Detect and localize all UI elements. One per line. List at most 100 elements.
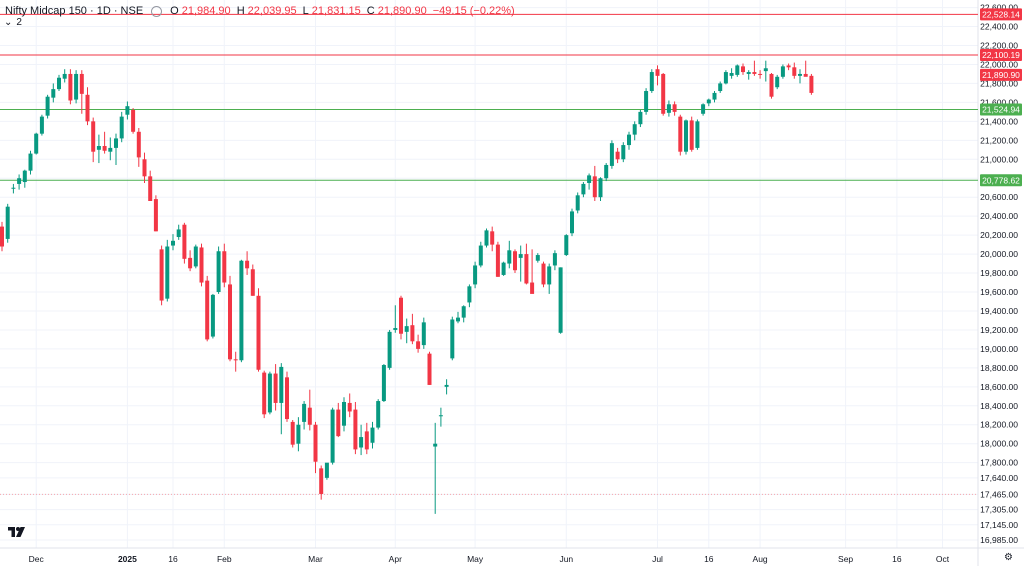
high-value: 22,039.95 bbox=[247, 5, 297, 17]
eye-icon[interactable] bbox=[151, 5, 163, 17]
candle-body bbox=[62, 73, 67, 79]
candle-body bbox=[410, 325, 415, 342]
candle-body bbox=[689, 120, 694, 150]
candle-body bbox=[51, 89, 56, 98]
candle-body bbox=[5, 206, 10, 239]
symbol-title[interactable]: Nifty Midcap 150 · 1D · NSE bbox=[5, 5, 144, 17]
indicator-legend-toggle[interactable]: ⌄ 2 bbox=[4, 17, 22, 28]
candle-body bbox=[148, 176, 153, 201]
candle-body bbox=[421, 322, 426, 346]
candle-body bbox=[769, 73, 774, 97]
candle-body bbox=[604, 164, 609, 179]
candle-body bbox=[763, 68, 768, 72]
candle-body bbox=[524, 254, 529, 284]
x-tick-label: Feb bbox=[217, 554, 232, 564]
x-tick-label: Jun bbox=[559, 554, 573, 564]
candle-body bbox=[723, 72, 728, 84]
candle-body bbox=[478, 245, 483, 266]
candle-body bbox=[803, 73, 808, 77]
candle-body bbox=[609, 143, 614, 166]
candle-body bbox=[153, 199, 158, 232]
candle-body bbox=[456, 317, 460, 322]
y-tick-label: 18,000.00 bbox=[980, 439, 1018, 449]
x-tick-label: 16 bbox=[704, 554, 714, 564]
candle-body bbox=[718, 83, 723, 92]
candle-body bbox=[342, 401, 346, 426]
level-support-label: 21,524.94 bbox=[982, 105, 1020, 115]
candle-body bbox=[114, 138, 118, 148]
y-tick-label: 18,400.00 bbox=[980, 401, 1018, 411]
candle-body bbox=[142, 159, 147, 177]
candle-body bbox=[467, 286, 472, 303]
y-tick-label: 19,800.00 bbox=[980, 268, 1018, 278]
candle-body bbox=[661, 73, 666, 114]
candle-body bbox=[359, 437, 364, 448]
candle-body bbox=[381, 365, 386, 402]
candle-body bbox=[273, 373, 278, 403]
candle-body bbox=[199, 247, 204, 283]
close-label: C bbox=[366, 5, 375, 17]
candle-body bbox=[461, 306, 466, 318]
level-resistance-label: 22,528.14 bbox=[982, 9, 1020, 19]
candle-body bbox=[541, 263, 546, 285]
candle-body bbox=[587, 175, 592, 183]
close-value: 21,890.90 bbox=[377, 5, 427, 17]
candle-body bbox=[74, 73, 79, 100]
candle-body bbox=[96, 146, 101, 150]
candle-body bbox=[68, 73, 73, 101]
candle-body bbox=[786, 65, 791, 68]
y-tick-label: 17,800.00 bbox=[980, 458, 1018, 468]
candle-body bbox=[678, 116, 683, 152]
candle-body bbox=[644, 91, 649, 112]
candle-body bbox=[279, 366, 284, 403]
level-resistance-badge bbox=[980, 48, 1022, 61]
x-tick-label: Apr bbox=[389, 554, 402, 564]
candle-body bbox=[490, 231, 495, 245]
candle-body bbox=[598, 178, 603, 198]
level-support-badge bbox=[980, 103, 1022, 116]
candle-body bbox=[239, 260, 244, 361]
y-tick-label: 19,400.00 bbox=[980, 306, 1018, 316]
y-tick-label: 18,200.00 bbox=[980, 420, 1018, 430]
candle-body bbox=[307, 407, 312, 425]
y-tick-label: 19,600.00 bbox=[980, 287, 1018, 297]
y-tick-label: 17,640.00 bbox=[980, 473, 1018, 483]
y-tick-label: 21,400.00 bbox=[980, 116, 1018, 126]
candle-body bbox=[438, 415, 443, 417]
candle-body bbox=[79, 73, 84, 94]
candle-body bbox=[535, 255, 540, 261]
open-label: O bbox=[170, 5, 179, 17]
candle-body bbox=[193, 246, 198, 267]
candle-body bbox=[741, 66, 745, 73]
x-tick-label: Sep bbox=[838, 554, 853, 564]
candle-body bbox=[302, 403, 307, 422]
x-tick-label: 2025 bbox=[118, 554, 137, 564]
y-tick-label: 20,600.00 bbox=[980, 192, 1018, 202]
y-tick-label: 21,800.00 bbox=[980, 78, 1018, 88]
candle-body bbox=[205, 280, 210, 340]
y-tick-label: 17,465.00 bbox=[980, 489, 1018, 499]
candle-body bbox=[507, 250, 512, 264]
candle-body bbox=[552, 253, 557, 266]
candle-body bbox=[758, 73, 763, 75]
gear-icon[interactable]: ⚙ bbox=[1004, 552, 1013, 563]
tradingview-logo[interactable] bbox=[8, 527, 26, 539]
y-tick-label: 18,600.00 bbox=[980, 382, 1018, 392]
candle-body bbox=[256, 295, 261, 370]
candle-body bbox=[119, 116, 124, 139]
candle-body bbox=[85, 94, 90, 122]
candle-body bbox=[125, 106, 130, 115]
y-tick-label: 17,305.00 bbox=[980, 505, 1018, 515]
last-price-label: 21,890.90 bbox=[982, 70, 1020, 80]
candle-body bbox=[518, 254, 523, 258]
low-label: L bbox=[302, 5, 309, 17]
candle-body bbox=[216, 251, 221, 293]
candle-body bbox=[176, 229, 181, 238]
x-tick-label: Jul bbox=[652, 554, 663, 564]
y-tick-label: 22,000.00 bbox=[980, 59, 1018, 69]
candle-body bbox=[530, 282, 535, 294]
candle-body bbox=[695, 121, 700, 148]
candle-body bbox=[233, 359, 238, 361]
